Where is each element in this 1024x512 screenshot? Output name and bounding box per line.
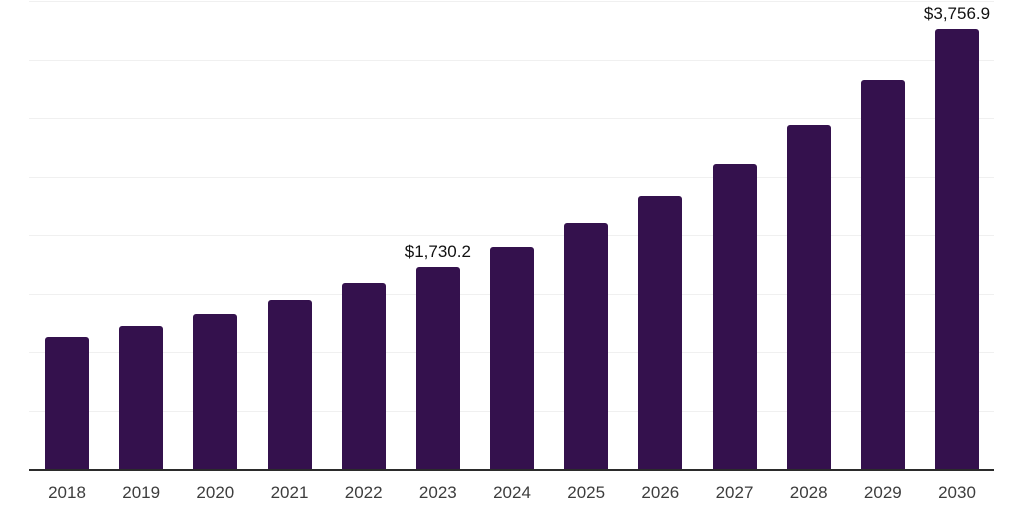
- x-tick-label-2019: 2019: [122, 483, 161, 502]
- x-tick-label-2022: 2022: [344, 483, 383, 502]
- bar-2025: [564, 223, 609, 469]
- gridline: [29, 1, 994, 2]
- gridline: [29, 177, 994, 178]
- bar-2022: [341, 283, 386, 469]
- x-tick-label-2030: 2030: [938, 483, 976, 502]
- gridline: [29, 60, 994, 61]
- x-tick-label-2024: 2024: [493, 483, 531, 502]
- bar-2018: [45, 337, 89, 469]
- data-label-2023: $1,730.2: [404, 241, 471, 261]
- gridline: [29, 411, 994, 412]
- x-tick-label-2025: 2025: [567, 483, 606, 502]
- bar-2028: [786, 125, 831, 469]
- bar-2021: [267, 300, 312, 469]
- gridline: [29, 294, 994, 295]
- x-tick-label-2020: 2020: [196, 483, 235, 502]
- data-label-2030: $3,756.9: [923, 4, 991, 24]
- bar-2019: [119, 326, 164, 469]
- gridline: [29, 352, 994, 353]
- x-tick-label-2027: 2027: [715, 483, 754, 502]
- gridline: [29, 118, 994, 119]
- bar-2027: [712, 164, 757, 469]
- bar-2020: [193, 314, 238, 469]
- bar-2026: [638, 196, 683, 469]
- x-axis-line: [29, 469, 994, 471]
- gridline: [29, 235, 994, 236]
- bar-2029: [860, 80, 905, 469]
- bar-2023: [415, 266, 460, 469]
- x-tick-label-2018: 2018: [48, 483, 86, 502]
- x-tick-label-2021: 2021: [270, 483, 309, 502]
- x-tick-label-2029: 2029: [863, 483, 902, 502]
- x-tick-label-2026: 2026: [641, 483, 680, 502]
- x-tick-label-2028: 2028: [789, 483, 828, 502]
- x-tick-label-2023: 2023: [418, 483, 457, 502]
- bar-2030: [935, 29, 979, 469]
- bar-2024: [490, 247, 534, 469]
